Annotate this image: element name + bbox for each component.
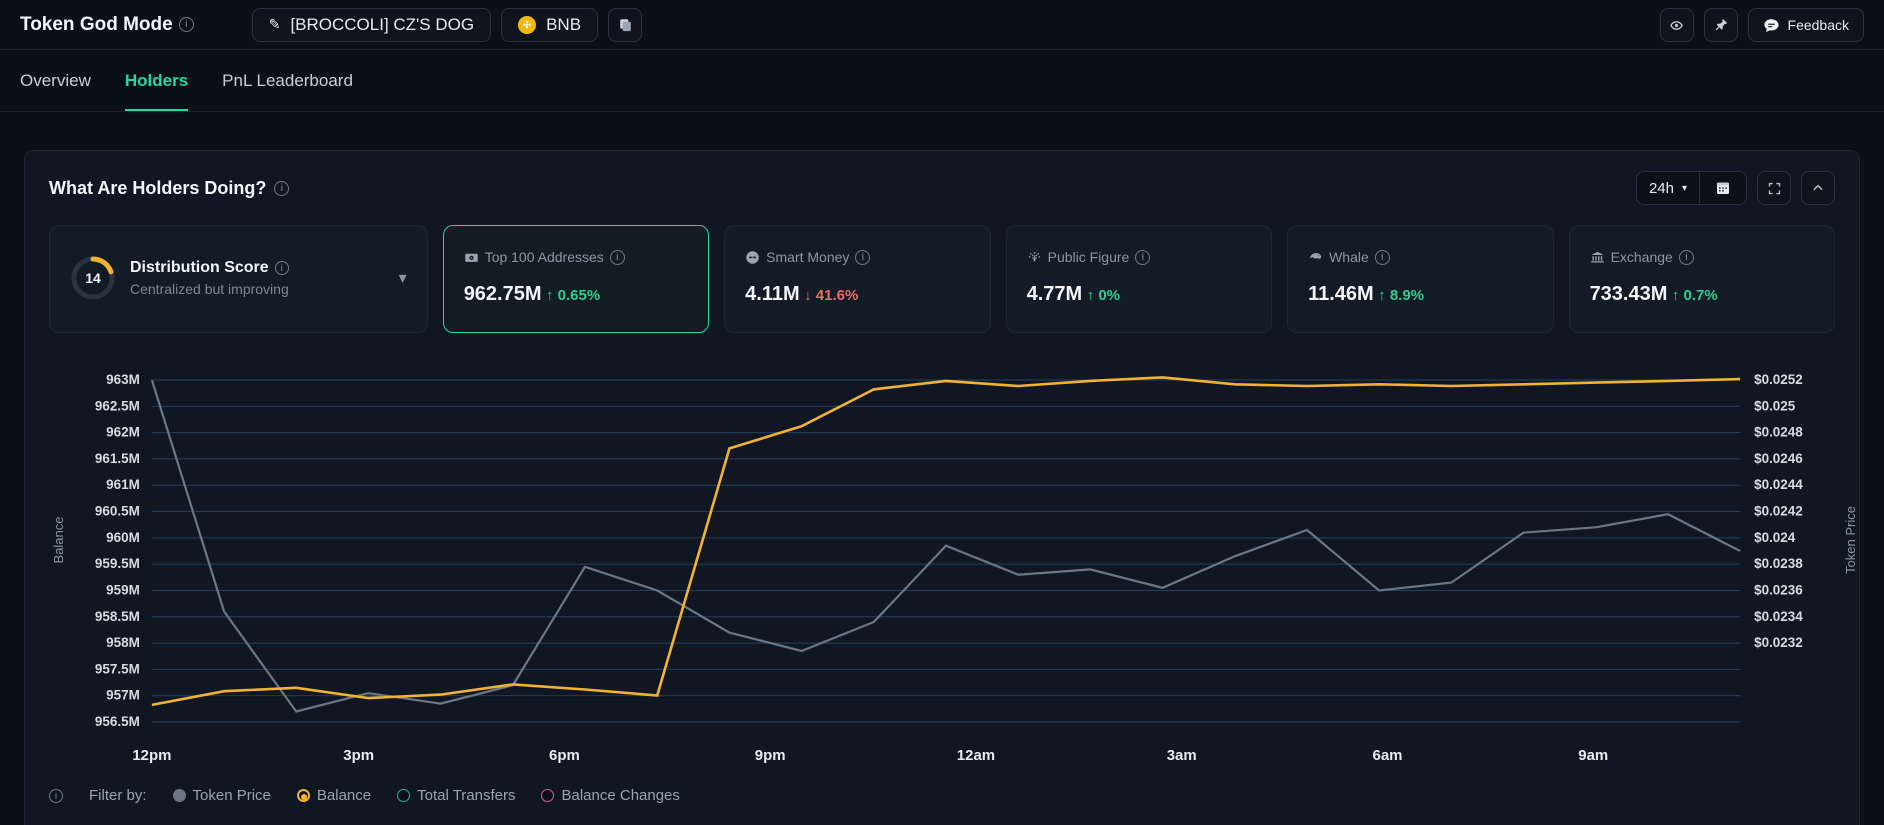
svg-text:957.5M: 957.5M <box>95 661 140 676</box>
svg-text:$0.0232: $0.0232 <box>1754 635 1803 650</box>
svg-text:9am: 9am <box>1578 747 1608 764</box>
svg-text:960.5M: 960.5M <box>95 504 140 519</box>
svg-text:$0.0242: $0.0242 <box>1754 504 1803 519</box>
svg-text:959.5M: 959.5M <box>95 556 140 571</box>
svg-text:962.5M: 962.5M <box>95 398 140 413</box>
svg-text:$0.024: $0.024 <box>1754 530 1796 545</box>
svg-text:6pm: 6pm <box>549 747 580 764</box>
svg-text:958M: 958M <box>106 635 140 650</box>
svg-text:963M: 963M <box>106 372 140 387</box>
svg-text:3am: 3am <box>1167 747 1197 764</box>
svg-text:$0.0238: $0.0238 <box>1754 556 1803 571</box>
svg-text:961.5M: 961.5M <box>95 451 140 466</box>
svg-text:$0.0236: $0.0236 <box>1754 582 1803 597</box>
svg-text:958.5M: 958.5M <box>95 609 140 624</box>
svg-text:959M: 959M <box>106 582 140 597</box>
svg-text:12am: 12am <box>957 747 995 764</box>
svg-text:$0.0234: $0.0234 <box>1754 609 1803 624</box>
svg-text:6am: 6am <box>1373 747 1403 764</box>
svg-text:Token Price: Token Price <box>1843 506 1858 574</box>
svg-text:$0.0244: $0.0244 <box>1754 477 1803 492</box>
svg-text:3pm: 3pm <box>343 747 374 764</box>
svg-text:$0.0248: $0.0248 <box>1754 425 1803 440</box>
svg-text:$0.025: $0.025 <box>1754 398 1796 413</box>
svg-text:12pm: 12pm <box>132 747 171 764</box>
svg-text:Balance: Balance <box>51 517 66 564</box>
svg-text:956.5M: 956.5M <box>95 714 140 729</box>
svg-text:$0.0252: $0.0252 <box>1754 372 1803 387</box>
svg-text:960M: 960M <box>106 530 140 545</box>
svg-text:$0.0246: $0.0246 <box>1754 451 1803 466</box>
svg-text:962M: 962M <box>106 425 140 440</box>
svg-text:14: 14 <box>85 270 101 286</box>
svg-text:957M: 957M <box>106 688 140 703</box>
svg-text:9pm: 9pm <box>755 747 786 764</box>
svg-text:961M: 961M <box>106 477 140 492</box>
